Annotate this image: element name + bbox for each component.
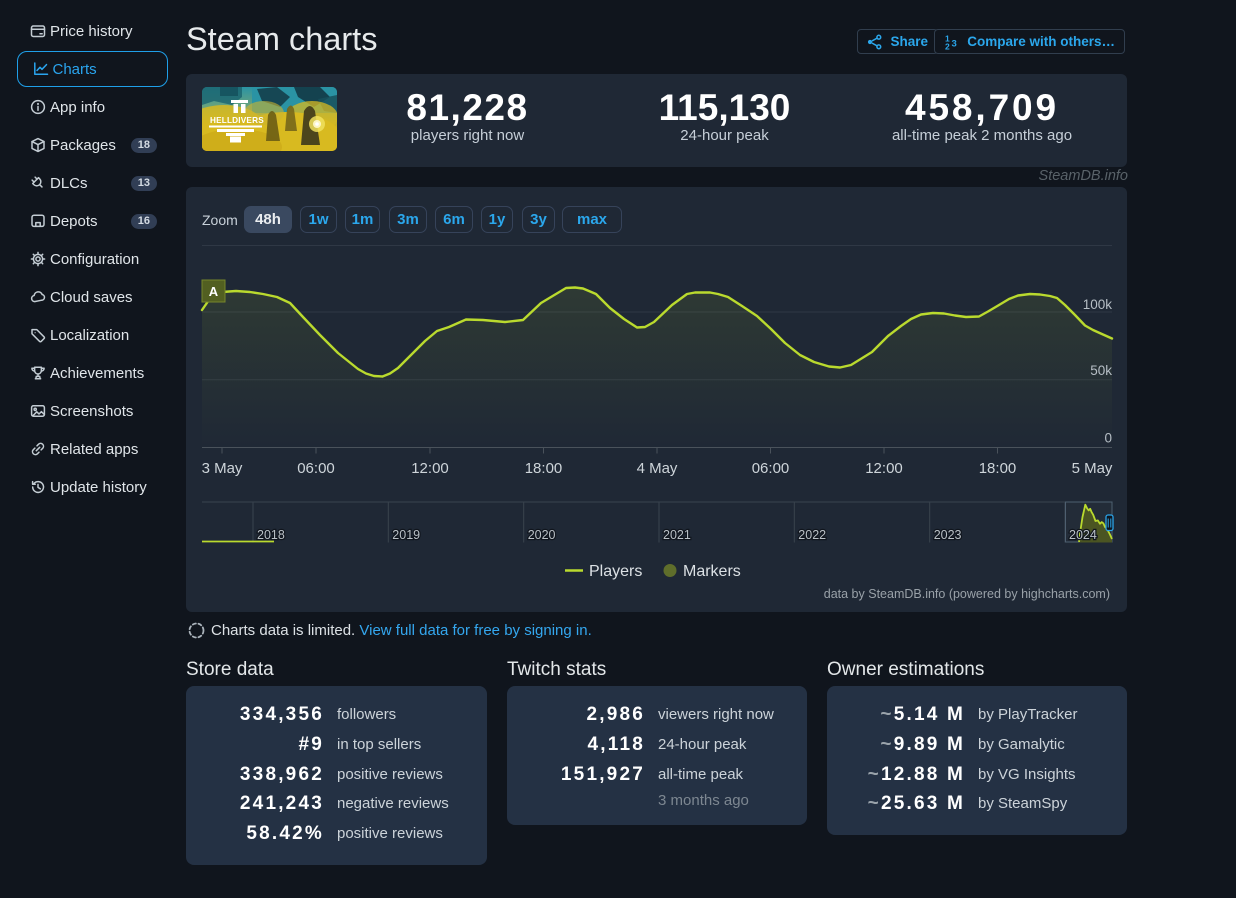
svg-text:2019: 2019	[392, 528, 420, 542]
svg-text:3: 3	[952, 38, 957, 49]
svg-text:2020: 2020	[528, 528, 556, 542]
svg-text:A: A	[209, 284, 219, 299]
svg-text:Players: Players	[589, 563, 642, 580]
svg-text:5 May: 5 May	[1072, 460, 1113, 477]
svg-text:3 May: 3 May	[202, 460, 243, 477]
svg-text:2018: 2018	[257, 528, 285, 542]
svg-text:12:00: 12:00	[865, 460, 903, 477]
svg-text:100k: 100k	[1083, 297, 1113, 312]
svg-text:2024: 2024	[1069, 528, 1097, 542]
svg-text:2: 2	[945, 41, 950, 50]
svg-text:4 May: 4 May	[637, 460, 678, 477]
svg-text:06:00: 06:00	[297, 460, 335, 477]
svg-text:18:00: 18:00	[525, 460, 563, 477]
svg-text:data by SteamDB.info (powered: data by SteamDB.info (powered by highcha…	[824, 587, 1110, 601]
svg-text:HELLDIVERS: HELLDIVERS	[210, 116, 264, 125]
svg-text:Markers: Markers	[683, 563, 741, 580]
svg-text:12:00: 12:00	[411, 460, 449, 477]
svg-text:2023: 2023	[934, 528, 962, 542]
svg-text:2022: 2022	[798, 528, 826, 542]
svg-text:50k: 50k	[1090, 363, 1112, 378]
svg-text:0: 0	[1104, 431, 1112, 446]
svg-text:1: 1	[945, 34, 950, 44]
svg-text:2021: 2021	[663, 528, 691, 542]
svg-text:18:00: 18:00	[979, 460, 1017, 477]
svg-text:06:00: 06:00	[752, 460, 790, 477]
